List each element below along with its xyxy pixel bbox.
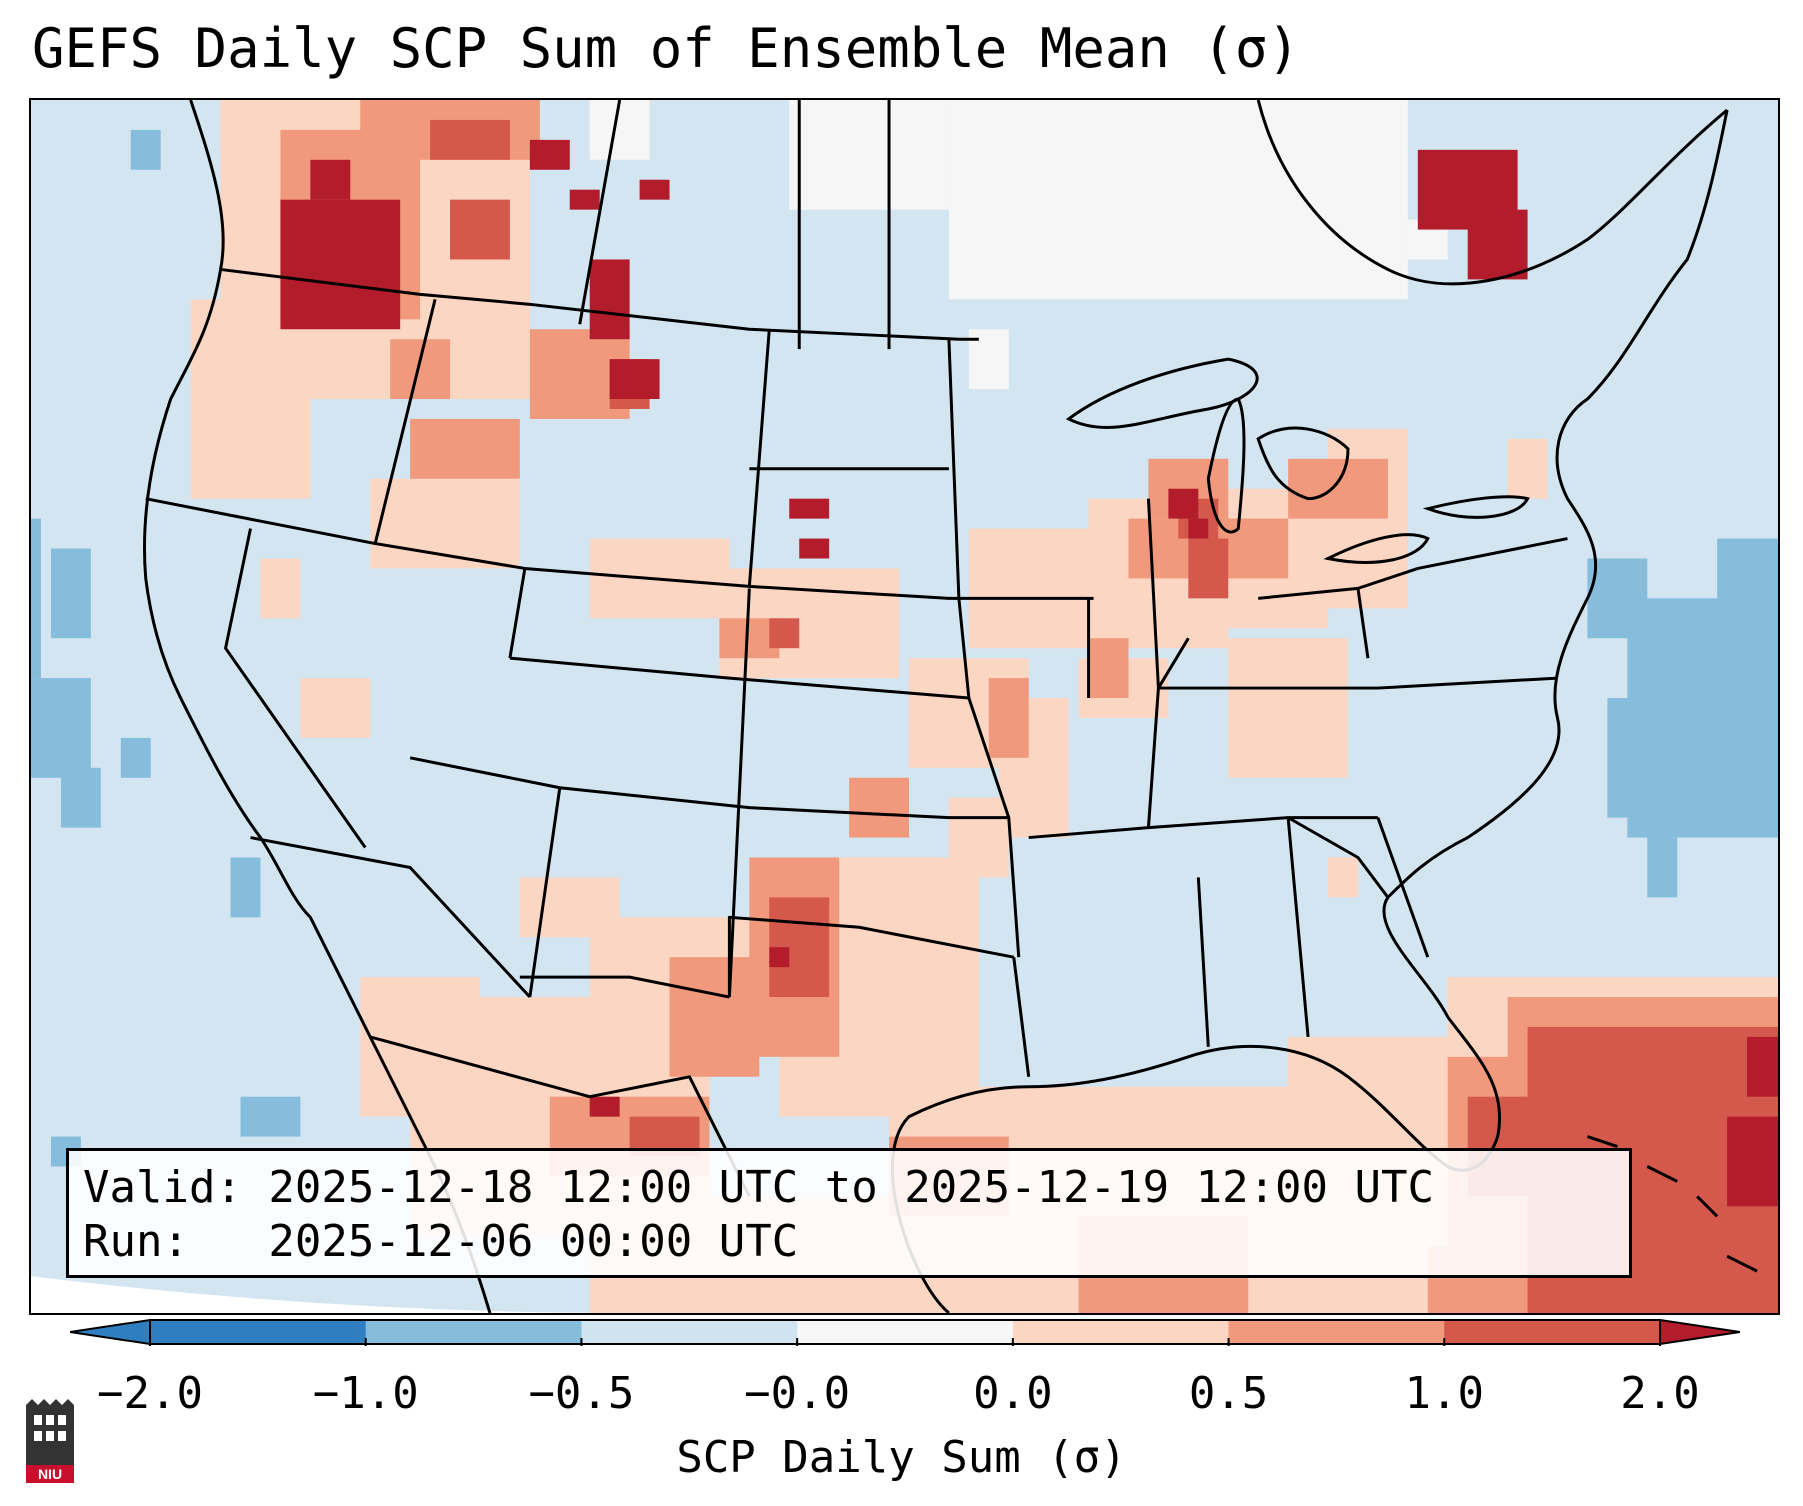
colorbar-tick-label: −1.0 <box>312 1368 419 1419</box>
colorbar-segment <box>1228 1320 1445 1344</box>
great-lakes <box>1065 357 1530 564</box>
extreme-positive-regions <box>280 139 1778 1207</box>
scp-map <box>31 100 1778 1313</box>
colorbar-tick-label: −0.0 <box>744 1368 851 1419</box>
colorbar-segment <box>365 1320 582 1344</box>
map-panel <box>29 98 1780 1315</box>
valid-time-text: Valid: 2025-12-18 12:00 UTC to 2025-12-1… <box>83 1162 1435 1213</box>
colorbar-tick-label: 0.5 <box>1188 1368 1269 1419</box>
colorbar-segment <box>797 1320 1014 1344</box>
colorbar-segment <box>1012 1320 1230 1344</box>
colorbar-tick-label: 1.0 <box>1404 1368 1485 1419</box>
colorbar-tick-label: −0.5 <box>528 1368 635 1419</box>
colorbar-extend-low <box>70 1318 151 1346</box>
colorbar-label: SCP Daily Sum (σ) <box>676 1432 1127 1483</box>
colorbar-segment <box>1444 1320 1661 1344</box>
logo-text: NIU <box>38 1466 62 1482</box>
near-zero-regions <box>589 100 1448 390</box>
colorbar-segment <box>150 1320 367 1344</box>
colorbar-tick-label: 2.0 <box>1620 1368 1700 1419</box>
validity-info-box: Valid: 2025-12-18 12:00 UTC to 2025-12-1… <box>66 1148 1632 1278</box>
colorbar-tick-label: −2.0 <box>97 1368 203 1419</box>
colorbar-segment <box>581 1320 798 1344</box>
colorbar <box>70 1318 1740 1346</box>
map-title: GEFS Daily SCP Sum of Ensemble Mean (σ) <box>32 17 1300 80</box>
niu-logo: NIU <box>26 1399 74 1483</box>
run-time-text: Run: 2025-12-06 00:00 UTC <box>83 1216 799 1267</box>
islands <box>1586 1135 1758 1273</box>
coastlines <box>143 100 1729 1313</box>
negative-anomaly-regions <box>31 129 1778 1167</box>
colorbar-tick-label: 0.0 <box>973 1368 1053 1419</box>
colorbar-extend-high <box>1659 1318 1740 1346</box>
state-borders <box>145 100 1568 1198</box>
